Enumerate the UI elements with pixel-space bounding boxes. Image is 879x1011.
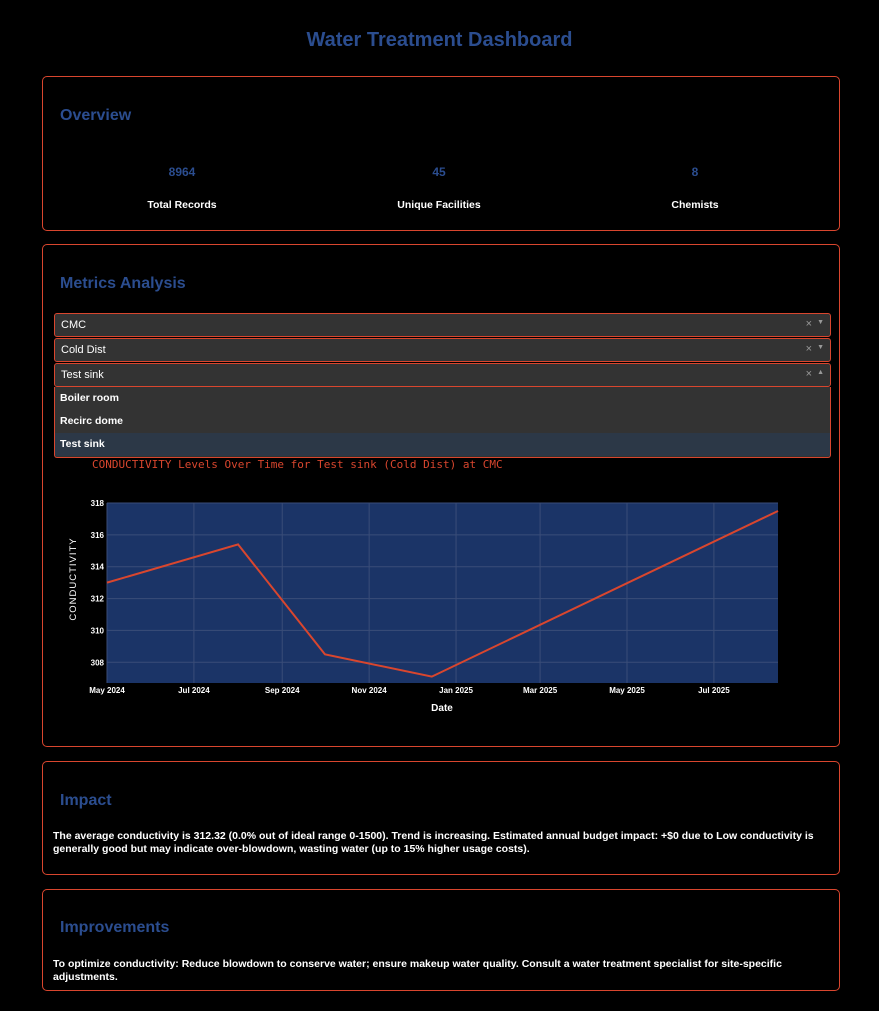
dropdown-value: CMC [61,319,87,331]
stat-label: Chemists [671,199,719,211]
metrics-card: Metrics Analysis CMC × ▼ Cold Dist × ▼ T… [42,244,840,747]
improvements-card: Improvements To optimize conductivity: R… [42,889,840,991]
metrics-title: Metrics Analysis [60,275,186,292]
stat-unique-facilities: 45 Unique Facilities [309,165,569,211]
stat-label: Unique Facilities [397,199,481,211]
clear-icon[interactable]: × [805,318,812,330]
chevron-down-icon[interactable]: ▼ [817,319,824,326]
location-dropdown[interactable]: Test sink × ▲ [54,363,831,387]
stat-total-records: 8964 Total Records [52,165,312,211]
improvements-title: Improvements [60,919,170,936]
y-tick-label: 316 [91,531,105,540]
chart-title: CONDUCTIVITY Levels Over Time for Test s… [92,458,503,471]
chevron-up-icon[interactable]: ▲ [817,369,824,376]
y-tick-label: 312 [91,595,105,604]
dropdown-value: Test sink [61,369,104,381]
x-tick-label: Jul 2025 [698,686,730,695]
x-axis-ticks: May 2024 Jul 2024 Sep 2024 Nov 2024 Jan 2025… [89,686,730,695]
stat-value: 8 [691,165,699,179]
y-axis-label: CONDUCTIVITY [68,537,79,620]
overview-card: Overview 8964 Total Records 45 Unique Fa… [42,76,840,231]
y-axis-ticks: 308 310 312 314 316 318 [91,499,105,667]
clear-icon[interactable]: × [805,343,812,355]
dropdown-value: Cold Dist [61,344,106,356]
improvements-text: To optimize conductivity: Reduce blowdow… [53,958,782,983]
x-tick-label: Jul 2024 [178,686,210,695]
facility-dropdown[interactable]: CMC × ▼ [54,313,831,337]
x-tick-label: May 2024 [89,686,125,695]
stat-value: 8964 [168,165,196,179]
dropdown-option-test-sink[interactable]: Test sink [55,433,830,456]
x-tick-label: May 2025 [609,686,645,695]
x-tick-label: Mar 2025 [523,686,558,695]
dropdown-option-boiler-room[interactable]: Boiler room [60,392,119,404]
stat-value: 45 [432,165,446,179]
y-tick-label: 310 [91,626,105,635]
data-points [106,510,779,677]
system-dropdown[interactable]: Cold Dist × ▼ [54,338,831,362]
impact-title: Impact [60,792,112,809]
overview-title: Overview [60,107,132,124]
x-tick-label: Nov 2024 [352,686,388,695]
clear-icon[interactable]: × [805,368,812,380]
chevron-down-icon[interactable]: ▼ [817,344,824,351]
plot-background [107,503,778,683]
stat-chemists: 8 Chemists [565,165,825,211]
page-title: Water Treatment Dashboard [306,29,573,51]
x-tick-label: Sep 2024 [265,686,300,695]
y-tick-label: 314 [91,563,105,572]
location-dropdown-menu: Boiler room Recirc dome Test sink [54,387,831,458]
impact-card: Impact The average conductivity is 312.3… [42,761,840,875]
chart-grid [106,502,778,683]
y-tick-label: 318 [91,499,105,508]
y-tick-label: 308 [91,658,105,667]
dropdown-option-recirc-dome[interactable]: Recirc dome [60,415,124,427]
x-tick-label: Jan 2025 [439,686,473,695]
x-axis-label: Date [431,703,453,714]
conductivity-chart: 308 310 312 314 316 318 May 2024 Jul 2024 Sep 2… [68,499,779,714]
impact-text: The average conductivity is 312.32 (0.0%… [53,830,814,855]
stat-label: Total Records [147,199,217,211]
